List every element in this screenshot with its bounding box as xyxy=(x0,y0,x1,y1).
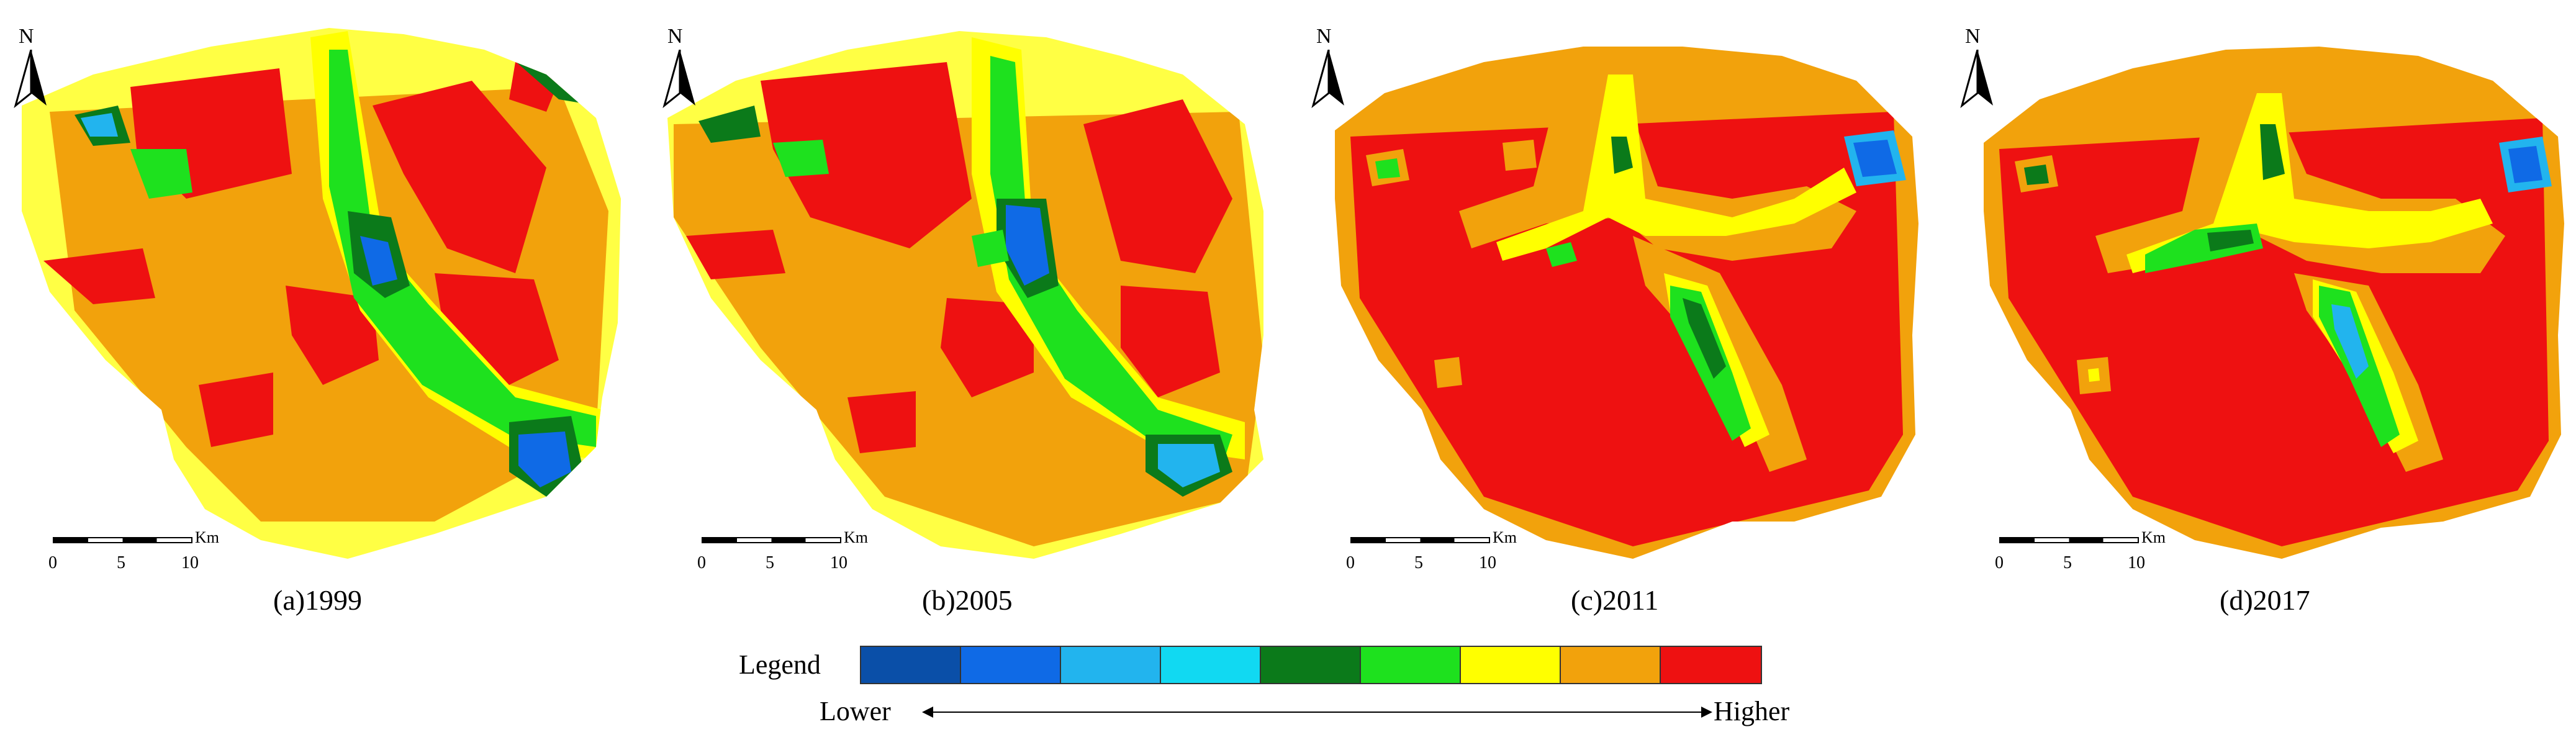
arrow-left-icon xyxy=(922,707,933,718)
north-arrow-icon xyxy=(662,50,695,109)
north-arrow: N xyxy=(1305,25,1349,112)
legend-title: Legend xyxy=(739,649,821,680)
map-1999 xyxy=(22,28,621,559)
scale-unit: Km xyxy=(844,528,868,546)
north-arrow: N xyxy=(656,25,700,112)
arrow-right-icon xyxy=(1701,707,1712,718)
scale-bar-graphic xyxy=(1350,537,1490,543)
scale-tick-10: 10 xyxy=(830,553,847,572)
legend-swatch xyxy=(1261,647,1361,683)
scale-unit: Km xyxy=(2141,528,2166,546)
map-panel-1999: N Km 0 5 10 (a)1999 xyxy=(0,12,621,616)
scale-bar: Km 0 5 10 xyxy=(43,525,219,581)
scale-tick-0: 0 xyxy=(697,553,706,572)
map-2011 xyxy=(1335,47,1918,559)
scale-tick-5: 5 xyxy=(766,553,774,572)
legend-swatch xyxy=(1461,647,1561,683)
north-arrow: N xyxy=(1954,25,1997,112)
panel-caption: (a)1999 xyxy=(273,584,363,616)
scale-unit: Km xyxy=(195,528,219,546)
scale-bar-graphic xyxy=(702,537,841,543)
legend-swatch xyxy=(1361,647,1461,683)
legend-swatch xyxy=(1561,647,1661,683)
map-panel-2011: N Km 0 5 10 (c)2011 xyxy=(1298,12,1918,616)
panel-caption: (c)2011 xyxy=(1571,584,1659,616)
north-label: N xyxy=(19,25,34,48)
scale-bar-graphic xyxy=(1999,537,2139,543)
scale-tick-0: 0 xyxy=(48,553,57,572)
panel-caption: (d)2017 xyxy=(2220,584,2310,616)
legend-gradient-axis xyxy=(928,712,1704,713)
scale-tick-10: 10 xyxy=(181,553,199,572)
scale-tick-5: 5 xyxy=(117,553,125,572)
map-panel-2005: N Km 0 5 10 (b)2005 xyxy=(649,12,1270,616)
scale-bar-graphic xyxy=(53,537,192,543)
scale-tick-5: 5 xyxy=(1414,553,1423,572)
legend-lower-label: Lower xyxy=(820,696,891,726)
panel-caption: (b)2005 xyxy=(922,584,1013,616)
north-arrow-icon xyxy=(14,50,47,109)
north-label: N xyxy=(667,25,683,48)
scale-bar: Km 0 5 10 xyxy=(1990,525,2166,581)
legend: Legend Lower Higher xyxy=(733,639,1850,726)
scale-bar: Km 0 5 10 xyxy=(692,525,868,581)
scale-tick-0: 0 xyxy=(1346,553,1355,572)
north-arrow: N xyxy=(7,25,51,112)
map-panel-2017: N Km 0 5 10 (d)2017 xyxy=(1946,12,2567,616)
legend-swatch xyxy=(961,647,1061,683)
scale-tick-10: 10 xyxy=(2128,553,2145,572)
legend-swatch xyxy=(1661,647,1761,683)
legend-swatch xyxy=(1061,647,1161,683)
scale-unit: Km xyxy=(1493,528,1517,546)
legend-higher-label: Higher xyxy=(1714,696,1790,726)
north-label: N xyxy=(1965,25,1981,48)
map-2005 xyxy=(667,31,1263,559)
legend-swatches xyxy=(860,646,1762,684)
scale-tick-0: 0 xyxy=(1995,553,2004,572)
map-2017 xyxy=(1984,47,2564,559)
scale-tick-10: 10 xyxy=(1479,553,1496,572)
north-arrow-icon xyxy=(1311,50,1344,109)
scale-bar: Km 0 5 10 xyxy=(1341,525,1517,581)
legend-swatch xyxy=(1161,647,1261,683)
scale-tick-5: 5 xyxy=(2063,553,2072,572)
north-label: N xyxy=(1316,25,1332,48)
north-arrow-icon xyxy=(1960,50,1993,109)
legend-swatch xyxy=(861,647,961,683)
